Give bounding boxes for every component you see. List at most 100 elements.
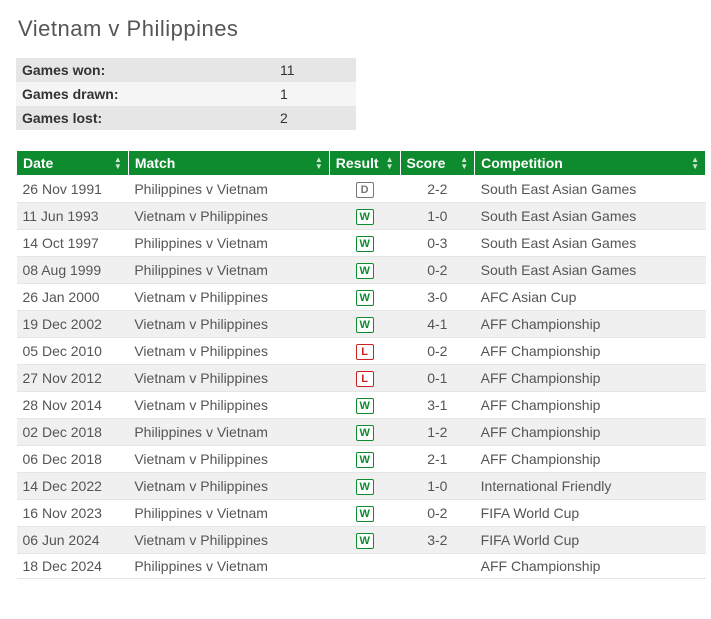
cell-result: W [329, 473, 400, 500]
cell-score: 0-2 [400, 500, 475, 527]
table-row: 28 Nov 2014Vietnam v PhilippinesW3-1AFF … [17, 392, 706, 419]
cell-match[interactable]: Vietnam v Philippines [128, 473, 329, 500]
result-badge: W [356, 290, 374, 306]
cell-result: W [329, 230, 400, 257]
cell-match[interactable]: Philippines v Vietnam [128, 500, 329, 527]
cell-result: L [329, 338, 400, 365]
cell-match[interactable]: Philippines v Vietnam [128, 419, 329, 446]
column-header-label: Competition [481, 155, 563, 171]
column-header-label: Score [407, 155, 446, 171]
table-row: 19 Dec 2002Vietnam v PhilippinesW4-1AFF … [17, 311, 706, 338]
cell-match[interactable]: Vietnam v Philippines [128, 284, 329, 311]
result-badge: W [356, 317, 374, 333]
cell-competition[interactable]: South East Asian Games [475, 230, 706, 257]
summary-row: Games won:11 [16, 58, 356, 82]
cell-match[interactable]: Philippines v Vietnam [128, 257, 329, 284]
cell-score: 3-2 [400, 527, 475, 554]
summary-value: 2 [274, 106, 356, 130]
sort-icon: ▲▼ [315, 156, 323, 170]
cell-competition[interactable]: FIFA World Cup [475, 527, 706, 554]
cell-score: 2-1 [400, 446, 475, 473]
cell-date: 08 Aug 1999 [17, 257, 129, 284]
result-badge: W [356, 398, 374, 414]
table-row: 14 Dec 2022Vietnam v PhilippinesW1-0Inte… [17, 473, 706, 500]
cell-match[interactable]: Vietnam v Philippines [128, 311, 329, 338]
cell-result: W [329, 284, 400, 311]
column-header-date[interactable]: Date▲▼ [17, 151, 129, 176]
result-badge: W [356, 425, 374, 441]
cell-match[interactable]: Vietnam v Philippines [128, 392, 329, 419]
cell-date: 14 Dec 2022 [17, 473, 129, 500]
cell-competition[interactable]: AFC Asian Cup [475, 284, 706, 311]
cell-competition[interactable]: FIFA World Cup [475, 500, 706, 527]
cell-date: 11 Jun 1993 [17, 203, 129, 230]
cell-date: 28 Nov 2014 [17, 392, 129, 419]
column-header-score[interactable]: Score ▲▼ [400, 151, 475, 176]
column-header-result[interactable]: Result ▲▼ [329, 151, 400, 176]
sort-icon: ▲▼ [386, 156, 394, 170]
cell-score: 0-1 [400, 365, 475, 392]
cell-result: W [329, 203, 400, 230]
table-row: 14 Oct 1997Philippines v VietnamW0-3Sout… [17, 230, 706, 257]
result-badge: W [356, 479, 374, 495]
cell-score [400, 554, 475, 579]
cell-competition[interactable]: AFF Championship [475, 338, 706, 365]
cell-match[interactable]: Vietnam v Philippines [128, 527, 329, 554]
cell-date: 26 Nov 1991 [17, 176, 129, 203]
matches-header-row: Date▲▼Match▲▼ Result ▲▼ Score ▲▼ Competition ▲… [17, 151, 706, 176]
result-badge: W [356, 209, 374, 225]
result-badge: D [356, 182, 374, 198]
table-row: 11 Jun 1993Vietnam v PhilippinesW1-0Sout… [17, 203, 706, 230]
cell-match[interactable]: Philippines v Vietnam [128, 176, 329, 203]
summary-value: 1 [274, 82, 356, 106]
cell-result: W [329, 527, 400, 554]
table-row: 06 Jun 2024Vietnam v Philippines W 3-2FIFA… [17, 527, 706, 554]
cell-score: 1-2 [400, 419, 475, 446]
cell-competition[interactable]: AFF Championship [475, 311, 706, 338]
cell-competition[interactable]: AFF Championship [475, 446, 706, 473]
cell-competition[interactable]: South East Asian Games [475, 203, 706, 230]
cell-date: 18 Dec 2024 [17, 554, 129, 579]
column-header-competition[interactable]: Competition ▲▼ [475, 151, 706, 176]
table-row: 06 Dec 2018Vietnam v PhilippinesW2-1AFF … [17, 446, 706, 473]
cell-competition[interactable]: South East Asian Games [475, 257, 706, 284]
result-badge: W [356, 263, 374, 279]
table-row: 08 Aug 1999Philippines v VietnamW0-2Sout… [17, 257, 706, 284]
cell-match[interactable]: Philippines v Vietnam [128, 230, 329, 257]
summary-label: Games drawn: [16, 82, 274, 106]
cell-match[interactable]: Vietnam v Philippines [128, 203, 329, 230]
result-badge: W [356, 533, 374, 549]
cell-score: 4-1 [400, 311, 475, 338]
cell-competition[interactable]: AFF Championship [475, 419, 706, 446]
summary-row: Games drawn:1 [16, 82, 356, 106]
cell-competition[interactable]: South East Asian Games [475, 176, 706, 203]
page-title: Vietnam v Philippines [10, 10, 701, 58]
cell-competition[interactable]: International Friendly [475, 473, 706, 500]
cell-competition[interactable]: AFF Championship [475, 392, 706, 419]
column-header-label: Result [336, 155, 379, 171]
column-header-match[interactable]: Match▲▼ [128, 151, 329, 176]
summary-label: Games lost: [16, 106, 274, 130]
sort-icon: ▲▼ [114, 156, 122, 170]
cell-match[interactable]: Vietnam v Philippines [128, 365, 329, 392]
cell-competition[interactable]: AFF Championship [475, 365, 706, 392]
cell-match[interactable]: Vietnam v Philippines [128, 338, 329, 365]
result-badge: L [356, 344, 374, 360]
sort-icon: ▲▼ [691, 156, 699, 170]
cell-competition[interactable]: AFF Championship [475, 554, 706, 579]
cell-result: L [329, 365, 400, 392]
summary-value: 11 [274, 58, 356, 82]
cell-date: 14 Oct 1997 [17, 230, 129, 257]
cell-date: 27 Nov 2012 [17, 365, 129, 392]
cell-score: 0-2 [400, 338, 475, 365]
cell-date: 06 Jun 2024 [17, 527, 129, 554]
cell-result: W [329, 311, 400, 338]
cell-match[interactable]: Vietnam v Philippines [128, 446, 329, 473]
sort-icon: ▲▼ [460, 156, 468, 170]
cell-date: 26 Jan 2000 [17, 284, 129, 311]
cell-match[interactable]: Philippines v Vietnam [128, 554, 329, 579]
result-badge: W [356, 452, 374, 468]
matches-table: Date▲▼Match▲▼ Result ▲▼ Score ▲▼ Competition ▲… [16, 150, 706, 579]
table-row: 27 Nov 2012Vietnam v PhilippinesL0-1AFF … [17, 365, 706, 392]
cell-date: 05 Dec 2010 [17, 338, 129, 365]
